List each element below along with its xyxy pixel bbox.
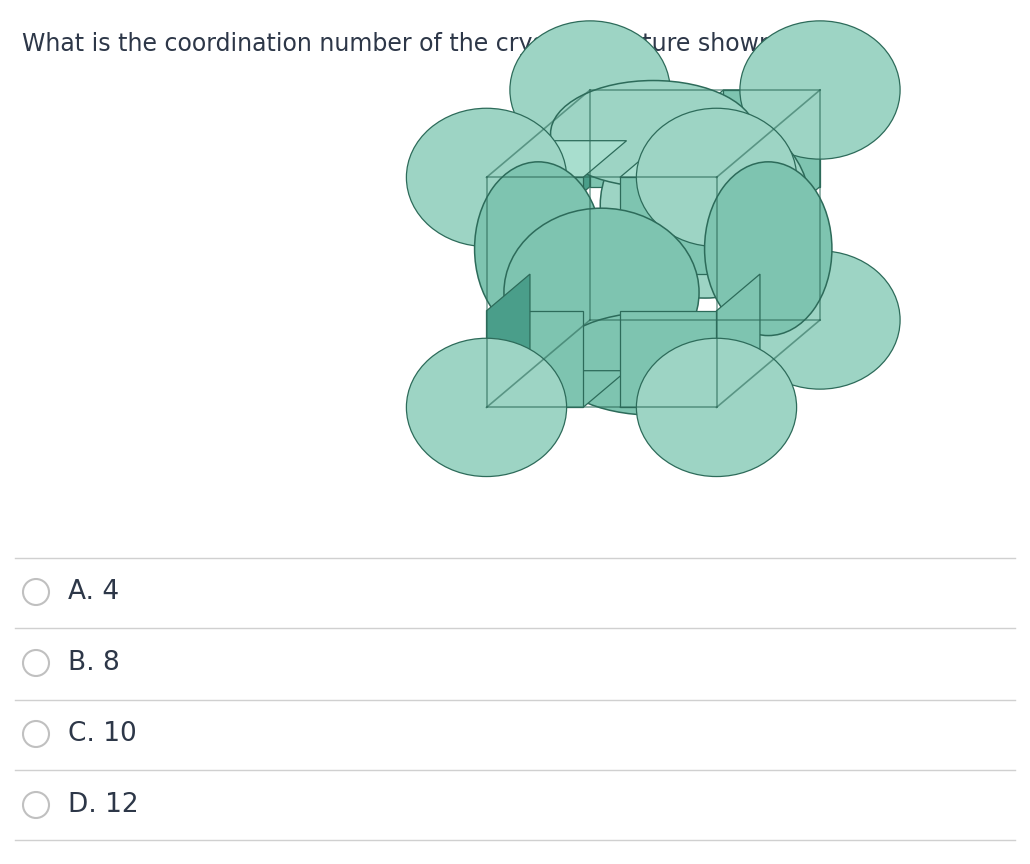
Ellipse shape [551,80,756,187]
Polygon shape [486,141,530,274]
Polygon shape [620,177,717,274]
Polygon shape [486,274,530,408]
Polygon shape [547,90,590,223]
Polygon shape [547,320,687,357]
Polygon shape [723,224,820,320]
Ellipse shape [407,108,566,246]
Polygon shape [486,141,626,177]
Ellipse shape [510,251,671,389]
Polygon shape [680,320,820,357]
Polygon shape [680,90,820,127]
Polygon shape [620,371,760,408]
Polygon shape [717,274,760,408]
Ellipse shape [407,339,566,477]
Ellipse shape [551,312,756,415]
Text: B. 8: B. 8 [68,650,119,676]
Ellipse shape [740,21,900,159]
Ellipse shape [740,251,900,389]
Polygon shape [620,141,760,177]
Polygon shape [486,311,583,408]
Polygon shape [590,224,687,320]
Polygon shape [777,224,820,357]
Polygon shape [620,311,717,408]
Ellipse shape [600,112,810,298]
Ellipse shape [705,162,832,335]
Ellipse shape [637,339,796,477]
Polygon shape [486,371,626,408]
Ellipse shape [504,208,699,377]
Text: What is the coordination number of the crystal structure shown below?: What is the coordination number of the c… [22,32,864,56]
Ellipse shape [475,162,602,335]
Polygon shape [590,90,687,187]
Polygon shape [547,224,590,357]
Ellipse shape [637,108,796,246]
Polygon shape [777,90,820,223]
Text: D. 12: D. 12 [68,792,139,818]
Text: A. 4: A. 4 [68,579,119,605]
Text: C. 10: C. 10 [68,721,137,747]
Polygon shape [717,141,760,274]
Ellipse shape [510,21,671,159]
Polygon shape [723,90,820,187]
Polygon shape [547,90,687,127]
Polygon shape [486,177,583,274]
